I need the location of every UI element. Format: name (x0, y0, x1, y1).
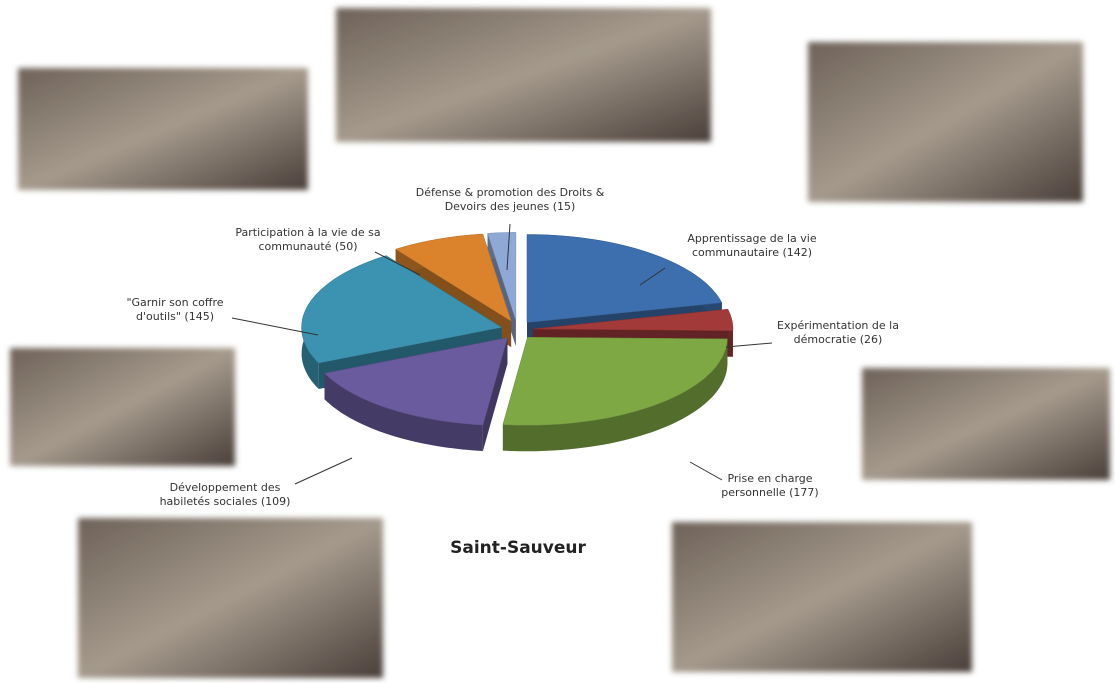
slice-label: Apprentissage de la vie communautaire (1… (665, 232, 840, 260)
photo (862, 368, 1110, 480)
pie (302, 232, 733, 451)
slice-label: Prise en charge personnelle (177) (705, 472, 835, 500)
slice-label: Expérimentation de la démocratie (26) (768, 319, 908, 347)
photo (672, 522, 972, 672)
chart-title: Saint-Sauveur (450, 538, 586, 558)
slice-label: Participation à la vie de sa communauté … (233, 226, 383, 254)
slice-label: Défense & promotion des Droits & Devoirs… (415, 186, 605, 214)
photo (336, 8, 711, 142)
photo (18, 68, 308, 190)
slice-label: "Garnir son coffre d'outils" (145) (115, 296, 235, 324)
photo (808, 42, 1083, 202)
page: Saint-Sauveur (() => { const data = JSON… (0, 0, 1115, 683)
photo (78, 518, 383, 678)
photo (10, 348, 235, 466)
chart (0, 0, 1115, 683)
slice-label: Développement des habiletés sociales (10… (145, 481, 305, 509)
pie-slice (503, 337, 728, 451)
